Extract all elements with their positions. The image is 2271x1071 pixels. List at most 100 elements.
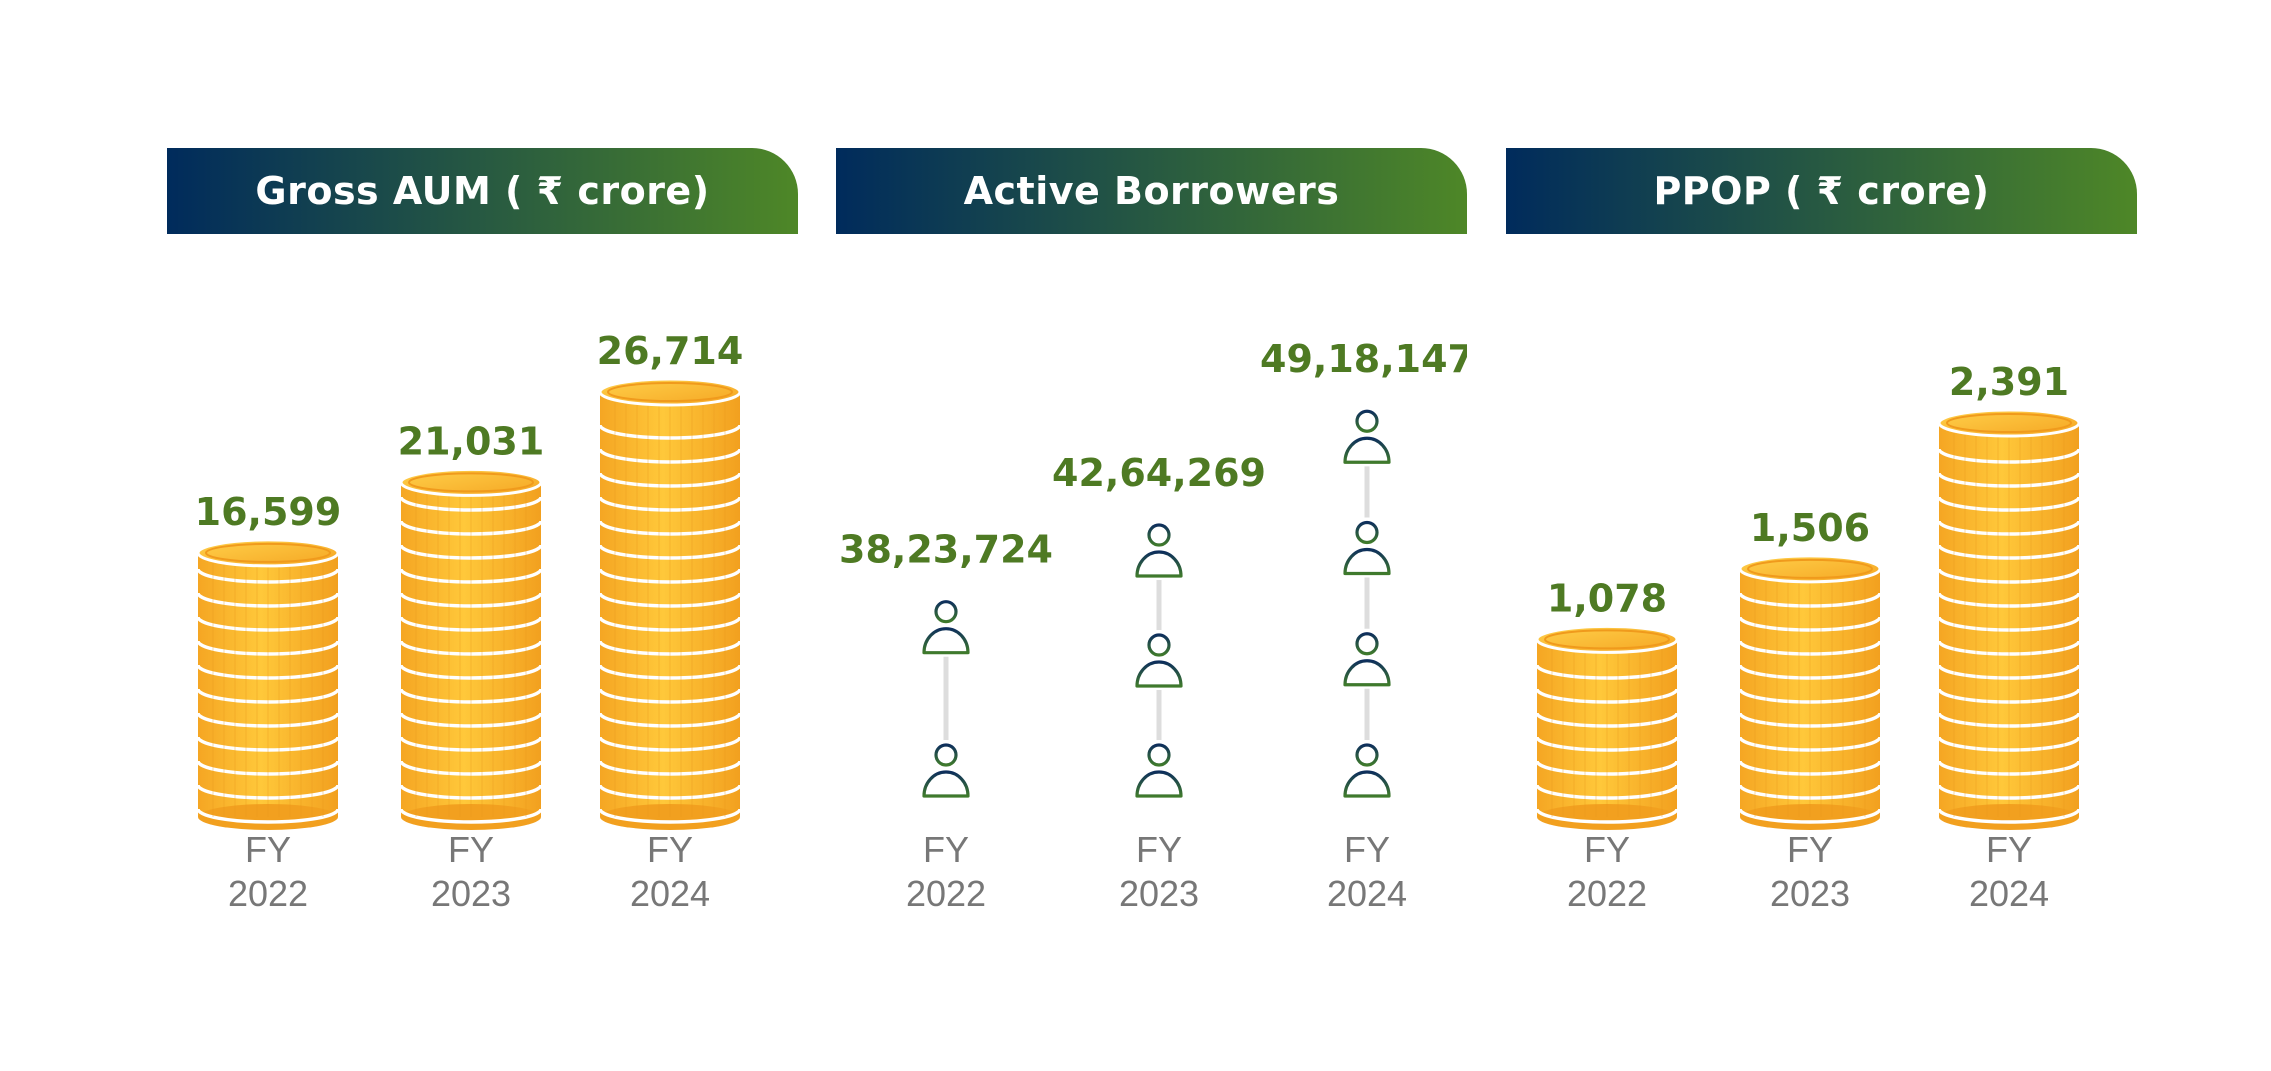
coin-edge — [196, 808, 340, 824]
coin-edge — [196, 736, 340, 752]
coin-edge — [598, 784, 742, 800]
coin-edge — [1535, 688, 1679, 704]
coin-edge — [598, 544, 742, 560]
person-icon — [1343, 743, 1391, 798]
coin-edge — [598, 760, 742, 776]
coin-edge — [1937, 472, 2081, 488]
borrowers-title-banner: Active Borrowers — [836, 148, 1467, 234]
coin-edge — [399, 520, 543, 536]
coin-edge — [399, 544, 543, 560]
category-label: FY — [1986, 829, 2032, 870]
coin-edge — [598, 496, 742, 512]
person-icon — [922, 600, 970, 655]
coin-edge — [598, 712, 742, 728]
coin-edge — [1738, 760, 1882, 776]
coin-edge — [399, 760, 543, 776]
coin-edge — [196, 760, 340, 776]
coin-face-rim — [1544, 629, 1670, 650]
category-label: FY — [923, 829, 969, 870]
coin-edge — [1738, 784, 1882, 800]
coin-stack-bottom — [600, 804, 740, 830]
coin-edge — [399, 736, 543, 752]
coin-edge — [1937, 688, 2081, 704]
borrowers-title: Active Borrowers — [963, 169, 1340, 213]
coin-face-rim — [1946, 413, 2072, 433]
value-label: 49,18,147 — [1260, 337, 1467, 381]
coin-edge — [1937, 496, 2081, 512]
coin-edge — [1738, 688, 1882, 704]
coin-face-rim — [205, 542, 331, 563]
coin-stack-0 — [1535, 624, 1679, 830]
value-label: 1,078 — [1547, 576, 1667, 620]
category-label: FY — [1584, 829, 1630, 870]
coin-edge — [1937, 736, 2081, 752]
value-label: 1,506 — [1750, 506, 1870, 550]
coin-edge — [1738, 736, 1882, 752]
coin-edge — [1937, 784, 2081, 800]
coin-edge — [399, 808, 543, 824]
coin-edge — [399, 784, 543, 800]
coin-stack-0 — [196, 538, 340, 830]
category-label: FY — [1787, 829, 1833, 870]
coin-edge — [1937, 712, 2081, 728]
coin-edge — [399, 568, 543, 584]
value-label: 16,599 — [195, 490, 342, 534]
category-label-year: 2024 — [1327, 873, 1407, 914]
coin-edge — [598, 664, 742, 680]
coin-edge — [196, 616, 340, 632]
coin-edge — [1535, 712, 1679, 728]
coin-stack-2 — [598, 377, 742, 830]
borrower-column-0 — [920, 596, 972, 800]
coin-edge — [1535, 664, 1679, 680]
coin-face-rim — [607, 382, 733, 402]
coin-edge — [598, 736, 742, 752]
coin-edge — [1738, 664, 1882, 680]
coin-stack-bottom — [1740, 804, 1880, 830]
coin-edge — [196, 640, 340, 656]
coin-edge — [598, 424, 742, 440]
coin-edge — [1535, 760, 1679, 776]
coin-edge — [1937, 664, 2081, 680]
category-label: FY — [647, 829, 693, 870]
category-label: FY — [1136, 829, 1182, 870]
coin-edge — [196, 688, 340, 704]
category-label-year: 2022 — [228, 873, 308, 914]
borrowers-panel: Active Borrowers 38,23,724 FY 2022 42,64,26… — [836, 0, 1467, 1071]
aum-panel: Gross AUM ( ₹ crore) 16,599 FY 2022 21,031 F… — [167, 0, 798, 1071]
category-label: FY — [1344, 829, 1390, 870]
coin-edge — [1738, 712, 1882, 728]
coin-stack-bottom — [401, 804, 541, 830]
category-label-year: 2023 — [1119, 873, 1199, 914]
borrower-column-2 — [1341, 406, 1393, 800]
coin-edge — [598, 448, 742, 464]
person-icon — [1343, 632, 1391, 687]
coin-edge — [1937, 616, 2081, 632]
coin-stack-2 — [1937, 408, 2081, 830]
coin-edge — [196, 664, 340, 680]
category-label-year: 2024 — [1969, 873, 2049, 914]
category-label-year: 2022 — [906, 873, 986, 914]
ppop-title: PPOP ( ₹ crore) — [1653, 169, 1990, 213]
aum-title: Gross AUM ( ₹ crore) — [255, 169, 710, 213]
value-label: 38,23,724 — [839, 528, 1053, 572]
borrower-column-1 — [1133, 520, 1185, 800]
ppop-panel: PPOP ( ₹ crore) 1,078 FY 2022 1,506 FY 2023 2,… — [1506, 0, 2137, 1071]
coin-edge — [598, 808, 742, 824]
coin-edge — [399, 712, 543, 728]
coin-edge — [1738, 592, 1882, 608]
value-label: 21,031 — [398, 419, 545, 463]
coin-edge — [1535, 736, 1679, 752]
coin-edge — [196, 712, 340, 728]
person-icon — [922, 743, 970, 798]
person-icon — [1343, 409, 1391, 464]
coin-edge — [399, 592, 543, 608]
coin-edge — [196, 592, 340, 608]
coin-edge — [399, 688, 543, 704]
category-label-year: 2022 — [1567, 873, 1647, 914]
category-label: FY — [245, 829, 291, 870]
borrowers-chart: 38,23,724FY202242,64,269FY202349,18,147F… — [839, 337, 1467, 914]
category-label-year: 2023 — [431, 873, 511, 914]
coin-edge — [598, 568, 742, 584]
coin-edge — [399, 496, 543, 512]
